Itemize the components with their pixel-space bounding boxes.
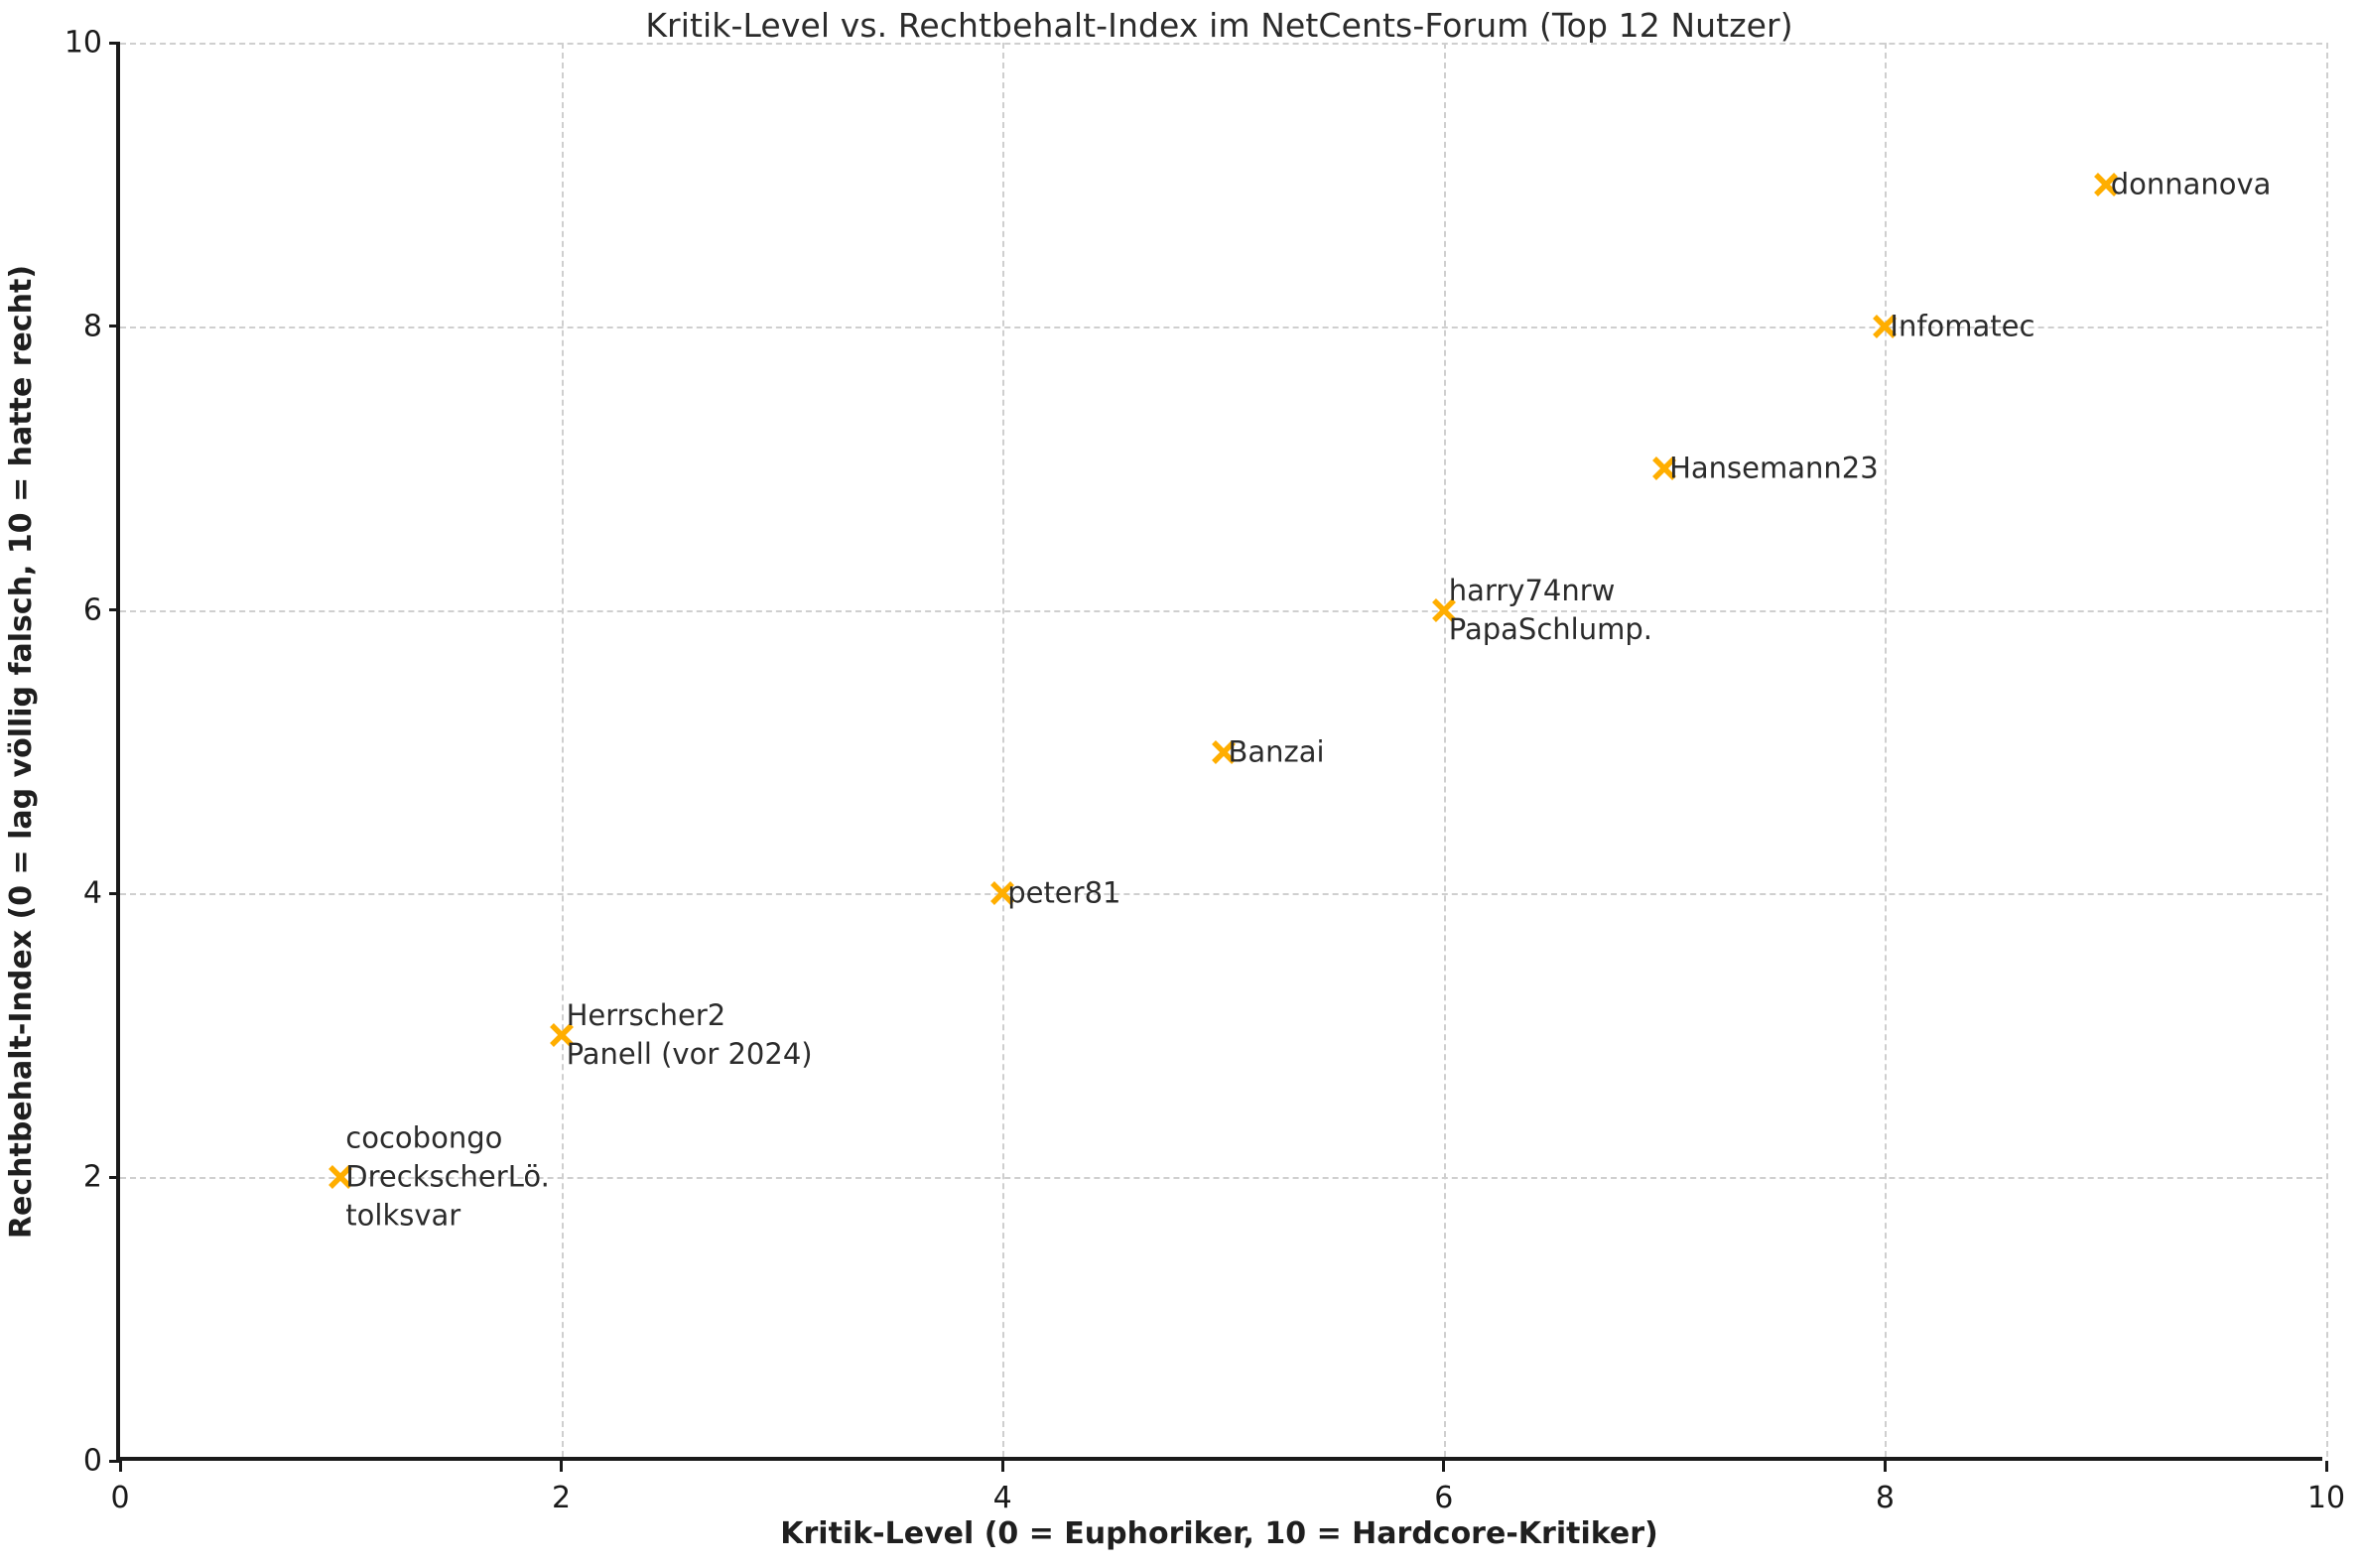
x-marker-icon xyxy=(1211,739,1236,764)
point-label: donnanova xyxy=(2110,167,2272,201)
y-tick-mark xyxy=(109,608,120,612)
y-tick-mark xyxy=(109,325,120,328)
scatter-point[interactable]: harry74nrw PapaSchlump. xyxy=(1423,574,1652,646)
point-label-group: Hansemann23 xyxy=(1669,449,1879,487)
point-label-group: Herrscher2 Panell (vor 2024) xyxy=(567,996,813,1074)
x-marker-icon xyxy=(2093,172,2118,196)
gridline-vertical xyxy=(1885,43,1888,1457)
x-tick-mark xyxy=(2324,1461,2328,1472)
y-tick-label: 2 xyxy=(82,1159,102,1195)
scatter-point[interactable]: Banzai xyxy=(1203,731,1325,773)
x-marker-icon xyxy=(549,1023,574,1048)
x-tick-label: 2 xyxy=(552,1481,572,1515)
x-marker-icon xyxy=(1652,456,1677,480)
chart-title: Kritik-Level vs. Rechtbehalt-Index im Ne… xyxy=(645,6,1793,45)
scatter-point[interactable]: cocobongo DreckscherLö. tolksvar xyxy=(320,1121,550,1233)
point-label: cocobongo xyxy=(345,1120,503,1155)
point-label: Panell (vor 2024) xyxy=(566,1037,813,1072)
x-marker-icon xyxy=(1431,597,1456,622)
point-label: harry74nrw xyxy=(1448,573,1616,607)
gridline-horizontal xyxy=(120,326,2322,328)
x-axis-label: Kritik-Level (0 = Euphoriker, 10 = Hardc… xyxy=(780,1516,1658,1551)
gridline-horizontal xyxy=(120,1177,2322,1180)
point-label-group: peter81 xyxy=(1007,874,1120,913)
y-tick-mark xyxy=(109,891,120,895)
x-tick-label: 10 xyxy=(2306,1481,2346,1515)
scatter-point[interactable]: Hansemann23 xyxy=(1643,448,1879,489)
x-tick-mark xyxy=(118,1461,122,1472)
x-tick-label: 4 xyxy=(992,1481,1012,1515)
gridline-horizontal xyxy=(120,609,2322,612)
point-label: Herrscher2 xyxy=(566,998,726,1033)
point-label-group: donnanova xyxy=(2111,165,2272,203)
y-tick-mark xyxy=(109,41,120,45)
x-tick-mark xyxy=(1442,1461,1446,1472)
point-label-group: cocobongo DreckscherLö. tolksvar xyxy=(345,1119,550,1236)
gridline-vertical xyxy=(2326,43,2328,1457)
scatter-point[interactable]: Infomatec xyxy=(1864,306,2034,347)
gridline-vertical xyxy=(1443,43,1446,1457)
scatter-point[interactable]: Herrscher2 Panell (vor 2024) xyxy=(541,998,813,1071)
x-marker-icon xyxy=(1873,314,1898,338)
y-tick-label: 0 xyxy=(82,1443,102,1479)
gridline-horizontal xyxy=(120,43,2322,45)
point-label-group: harry74nrw PapaSchlump. xyxy=(1449,572,1652,649)
y-tick-mark xyxy=(109,1459,120,1463)
y-tick-label: 6 xyxy=(82,592,102,628)
x-tick-mark xyxy=(560,1461,564,1472)
x-tick-label: 0 xyxy=(110,1481,130,1515)
scatter-point[interactable]: peter81 xyxy=(982,872,1120,914)
scatter-point[interactable]: donnanova xyxy=(2085,164,2271,205)
y-tick-label: 4 xyxy=(82,875,102,911)
x-tick-mark xyxy=(1883,1461,1887,1472)
y-tick-label: 10 xyxy=(64,25,102,61)
point-label: PapaSchlump. xyxy=(1448,611,1652,646)
x-marker-icon xyxy=(990,881,1015,906)
y-tick-label: 8 xyxy=(82,309,102,344)
point-label-group: Infomatec xyxy=(1890,307,2034,345)
plot-area: 0 2 4 6 8 10 0 2 4 6 8 10 cocobongo DreckscherLö. tol… xyxy=(65,26,2345,1516)
y-axis-label: Rechtbehalt-Index (0 = lag völlig falsch… xyxy=(0,43,44,1461)
point-label: DreckscherLö. xyxy=(345,1159,550,1194)
point-label: peter81 xyxy=(1007,875,1121,910)
x-tick-label: 8 xyxy=(1875,1481,1895,1515)
x-marker-icon xyxy=(328,1165,353,1190)
point-label: tolksvar xyxy=(345,1198,461,1233)
gridline-horizontal xyxy=(120,893,2322,896)
x-tick-label: 6 xyxy=(1434,1481,1454,1515)
y-axis-label-text: Rechtbehalt-Index (0 = lag völlig falsch… xyxy=(4,264,40,1240)
y-tick-mark xyxy=(109,1175,120,1179)
point-label: Hansemann23 xyxy=(1669,451,1879,485)
x-tick-mark xyxy=(1000,1461,1004,1472)
gridline-vertical xyxy=(1002,43,1005,1457)
point-label: Infomatec xyxy=(1890,309,2035,343)
gridline-vertical xyxy=(561,43,564,1457)
